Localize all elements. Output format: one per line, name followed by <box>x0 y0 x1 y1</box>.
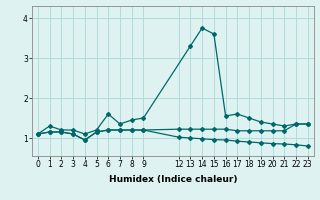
X-axis label: Humidex (Indice chaleur): Humidex (Indice chaleur) <box>108 175 237 184</box>
